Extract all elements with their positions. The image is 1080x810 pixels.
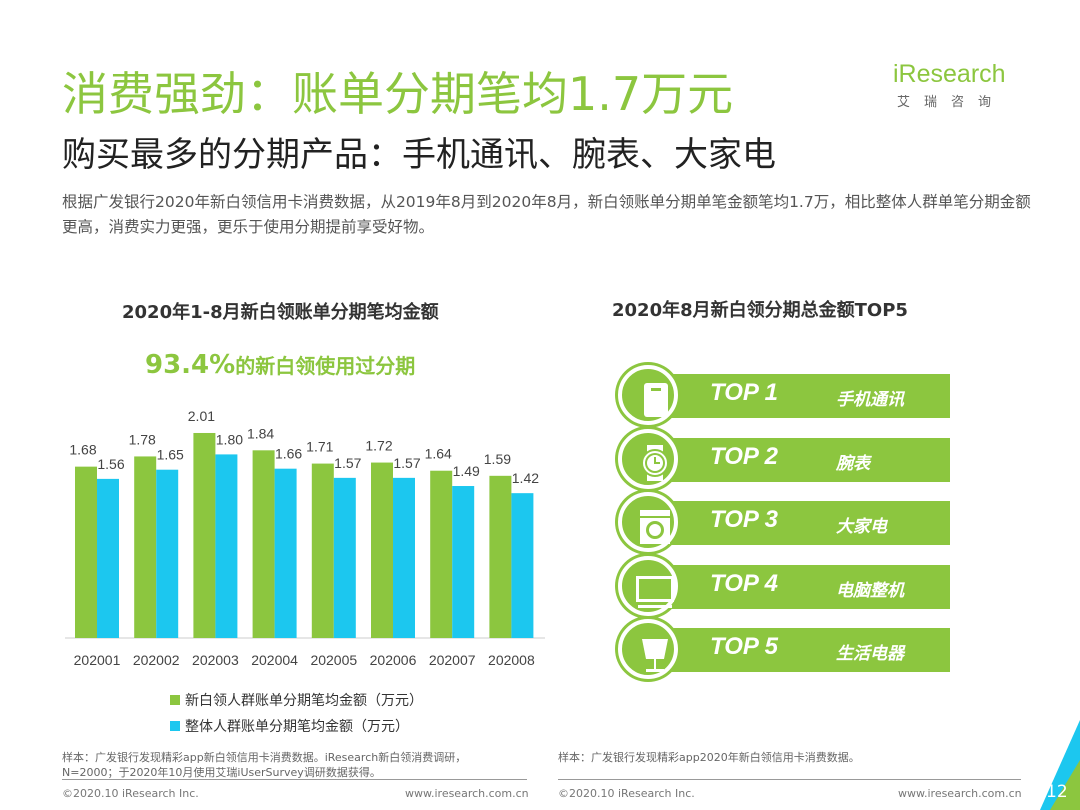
x-tick-label: 202004 <box>251 652 298 668</box>
data-label: 1.84 <box>247 425 274 441</box>
iresearch-logo: iResearch 艾瑞咨询 <box>893 60 1028 110</box>
divider <box>62 779 527 780</box>
rank-label: TOP 1 <box>710 379 779 406</box>
rank-bar <box>658 501 950 545</box>
rank-bar <box>658 374 950 418</box>
rank-label: TOP 5 <box>710 633 779 660</box>
data-label: 1.42 <box>512 470 539 486</box>
data-label: 1.66 <box>275 446 302 462</box>
bar-chart-title: 2020年1-8月新白领账单分期笔均金额 <box>122 302 439 323</box>
data-label: 1.56 <box>97 456 124 472</box>
page-subtitle: 购买最多的分期产品：手机通讯、腕表、大家电 <box>62 135 776 175</box>
icon-circle <box>618 555 678 616</box>
data-label: 1.49 <box>453 463 480 479</box>
highlight: 93.4%的新白领使用过分期 <box>145 350 415 380</box>
bar-white-collar <box>252 450 275 638</box>
bar-white-collar <box>75 466 97 638</box>
page-title: 消费强劲：账单分期笔均1.7万元 <box>62 67 734 121</box>
divider <box>558 779 1021 780</box>
top5-title: 2020年8月新白领分期总金额TOP5 <box>612 300 908 321</box>
bar-white-collar <box>311 463 334 638</box>
legend-item-0: 新白领人群账单分期笔均金额（万元） <box>170 690 423 710</box>
legend-swatch <box>170 695 180 705</box>
data-label: 2.01 <box>188 408 215 424</box>
bar-overall <box>393 477 415 638</box>
top5-row: TOP 1 手机通讯 <box>618 365 950 425</box>
data-label: 1.68 <box>69 442 96 458</box>
bar-overall <box>274 468 297 638</box>
rank-label: TOP 2 <box>710 442 779 470</box>
bar-chart: 1.681.56 202001 1.781.65 202002 2.011.80 2020… <box>65 408 545 668</box>
bar-overall <box>156 469 179 638</box>
corner-decoration <box>1040 720 1080 810</box>
washing-machine-icon <box>640 510 670 544</box>
category-name: 大家电 <box>836 517 887 537</box>
icon-circle <box>618 365 678 425</box>
x-tick-label: 202007 <box>429 652 476 668</box>
legend-item-1: 整体人群账单分期笔均金额（万元） <box>170 716 409 736</box>
x-tick-label: 202008 <box>488 652 535 668</box>
x-tick-label: 202006 <box>370 652 417 668</box>
top5-row: TOP 4 电脑整机 <box>618 555 950 616</box>
bar-white-collar <box>134 456 157 638</box>
footer-url: www.iresearch.com.cn <box>898 787 1022 800</box>
category-name: 电脑整机 <box>836 580 904 601</box>
data-label: 1.59 <box>484 451 511 467</box>
bar-overall <box>97 478 119 638</box>
legend-swatch <box>170 721 180 731</box>
bar-overall <box>215 454 238 638</box>
icon-circle <box>618 619 678 679</box>
x-tick-label: 202002 <box>133 652 180 668</box>
bar-overall <box>452 486 475 638</box>
logo-cn: 艾瑞咨询 <box>897 95 1006 110</box>
bar-white-collar <box>371 462 393 638</box>
logo-brand: iResearch <box>893 60 1006 88</box>
x-tick-label: 202003 <box>192 652 239 668</box>
bar-white-collar <box>430 470 453 638</box>
legend-label: 新白领人群账单分期笔均金额（万元） <box>185 693 423 709</box>
bar-white-collar <box>193 432 216 638</box>
category-name: 腕表 <box>836 453 870 474</box>
data-label: 1.57 <box>393 455 420 471</box>
monitor-icon <box>636 575 674 608</box>
page-number: 12 <box>1046 782 1068 802</box>
data-label: 1.80 <box>216 431 243 447</box>
data-label: 1.64 <box>425 446 452 462</box>
rank-label: TOP 3 <box>710 506 779 533</box>
source-note-right: 样本：广发银行发现精彩app2020年新白领信用卡消费数据。 <box>558 751 860 764</box>
x-tick-label: 202005 <box>310 652 357 668</box>
highlight-text: 的新白领使用过分期 <box>235 354 416 378</box>
category-name: 生活电器 <box>836 644 904 664</box>
phone-icon <box>644 383 668 417</box>
rank-bar <box>658 628 950 672</box>
data-label: 1.78 <box>129 431 156 447</box>
legend-label: 整体人群账单分期笔均金额（万元） <box>185 719 409 735</box>
lamp-icon <box>642 639 668 672</box>
top5-row: TOP 5 生活电器 <box>618 619 950 679</box>
rank-label: TOP 4 <box>710 569 779 597</box>
x-tick-label: 202001 <box>74 652 121 668</box>
rank-bar <box>658 437 950 482</box>
data-label: 1.72 <box>365 438 392 454</box>
top5-row: TOP 3 大家电 <box>618 492 950 552</box>
data-label: 1.57 <box>334 455 361 471</box>
description: 根据广发银行2020年新白领信用卡消费数据，从2019年8月到2020年8月，新… <box>62 193 1031 236</box>
footer-url: www.iresearch.com.cn <box>405 787 529 800</box>
bar-overall <box>333 477 356 638</box>
bar-white-collar <box>489 475 512 638</box>
copyright: ©2020.10 iResearch Inc. <box>558 787 695 800</box>
icon-circle <box>618 492 678 552</box>
data-label: 1.71 <box>306 439 333 455</box>
highlight-value: 93.4% <box>145 350 236 380</box>
copyright: ©2020.10 iResearch Inc. <box>62 787 199 800</box>
source-note-left: 样本：广发银行发现精彩app新白领信用卡消费数据。iResearch新白领消费调… <box>62 751 467 779</box>
icon-circle <box>618 428 678 489</box>
bar-overall <box>511 493 534 638</box>
watch-icon <box>641 444 669 481</box>
rank-bar <box>658 564 950 609</box>
top5-row: TOP 2 腕表 <box>618 428 950 489</box>
data-label: 1.65 <box>157 447 184 463</box>
category-name: 手机通讯 <box>836 390 904 410</box>
